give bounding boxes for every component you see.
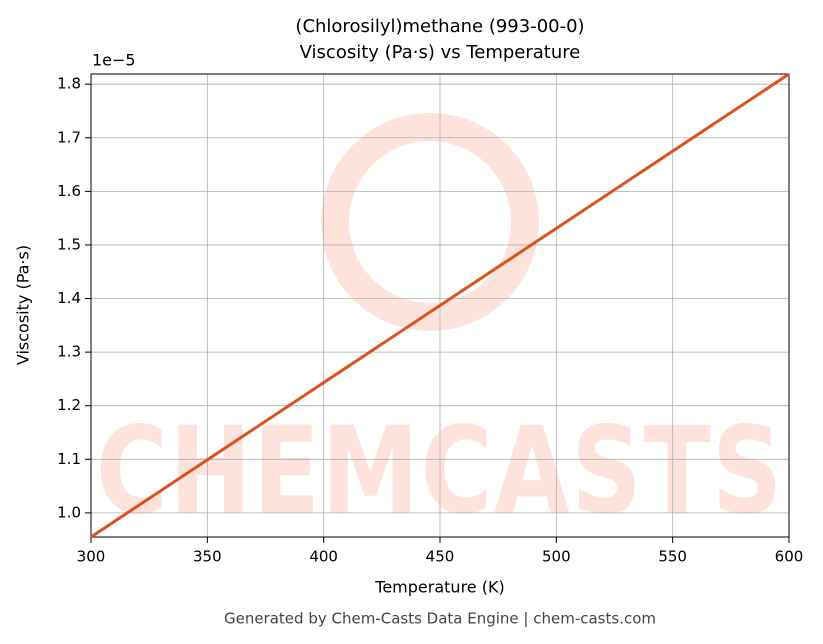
plot-frame [90,73,790,538]
x-tick-label: 300 [77,548,106,566]
y-tick-label: 1.3 [57,343,81,361]
data-line [90,72,790,539]
y-tick-label: 1.5 [57,235,81,253]
chart-title: (Chlorosilyl)methane (993-00-0) [295,16,584,37]
y-tick-label: 1.4 [57,289,81,307]
watermark-ring [321,113,539,331]
x-tick-label: 600 [775,548,804,566]
y-offset-label: 1e−5 [92,51,136,70]
x-tick-label: 550 [658,548,687,566]
x-axis-label: Temperature (K) [374,578,504,597]
y-tick-label: 1.0 [57,503,81,521]
watermark: CHEMCASTS [96,403,784,542]
x-tick-label: 400 [309,548,338,566]
y-tick-label: 1.2 [57,396,81,414]
x-tick-label: 450 [426,548,455,566]
x-tick-label: 500 [542,548,571,566]
footer: Generated by Chem-Casts Data Engine | ch… [224,610,656,628]
y-axis-label: Viscosity (Pa·s) [14,245,33,365]
y-tick-label: 1.1 [57,450,81,468]
y-tick-label: 1.6 [57,182,81,200]
y-tick-label: 1.8 [57,75,81,93]
x-tick-label: 350 [193,548,222,566]
chart-subtitle: Viscosity (Pa·s) vs Temperature [300,42,581,63]
y-tick-label: 1.7 [57,128,81,146]
